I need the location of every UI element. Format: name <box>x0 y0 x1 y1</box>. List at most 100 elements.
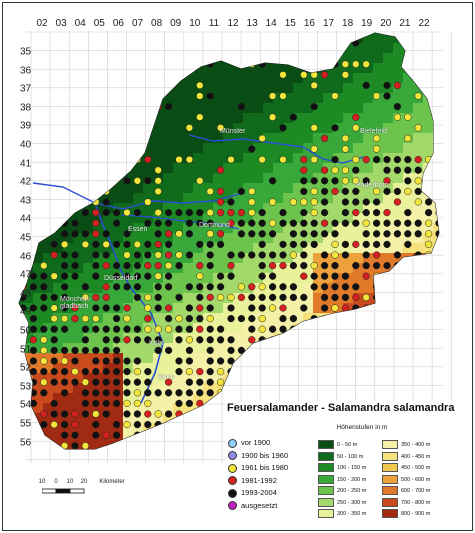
legend-dot-icon <box>228 488 237 498</box>
column-label: 11 <box>208 18 220 29</box>
column-label: 22 <box>418 18 430 29</box>
elevation-title: Höhenstufen in m <box>336 424 388 431</box>
column-label: 21 <box>399 18 411 29</box>
elevation-item: 800 - 900 m <box>382 509 430 518</box>
legend-title: Feuersalamander - Salamandra salamandra <box>227 402 455 414</box>
column-label: 18 <box>342 18 354 29</box>
legend-item: 1961 bis 1980 <box>228 463 288 473</box>
row-label: 51 <box>20 344 32 356</box>
column-label: 05 <box>93 18 105 29</box>
row-label: 54 <box>20 399 32 411</box>
city-label: Münster <box>220 128 246 135</box>
legend-label: 1981-1992 <box>241 475 277 485</box>
elevation-item: 50 - 100 m <box>318 451 363 461</box>
city-label: Dortmund <box>199 222 230 229</box>
scale-unit-label: Kilometer <box>99 479 125 485</box>
elevation-swatch <box>382 486 398 495</box>
distribution-map <box>18 31 471 529</box>
scale-tick-label: 10 <box>66 479 74 485</box>
column-label: 13 <box>246 18 258 29</box>
column-label: 19 <box>361 18 373 29</box>
row-label: 38 <box>20 102 32 114</box>
row-label: 39 <box>20 120 32 132</box>
legend-dot-icon <box>228 438 237 448</box>
elevation-item: 0 - 50 m <box>318 440 357 449</box>
elevation-item: 400 - 450 m <box>382 451 431 461</box>
column-label: 06 <box>112 18 124 29</box>
row-label: 56 <box>20 437 32 449</box>
elevation-item: 250 - 300 m <box>318 497 367 507</box>
row-label: 48 <box>20 288 32 300</box>
legend-label: vor 1900 <box>241 438 271 447</box>
column-label: 20 <box>380 18 392 29</box>
row-label: 49 <box>20 306 32 318</box>
city-label: Köln <box>149 340 164 347</box>
scale-bar <box>42 488 85 494</box>
elevation-swatch <box>382 509 398 518</box>
column-label: 09 <box>170 18 182 29</box>
scale-tick-label: 20 <box>80 479 88 485</box>
legend-dot-icon <box>228 463 237 473</box>
row-label: 46 <box>20 251 32 263</box>
legend-item: 1981-1992 <box>228 476 277 486</box>
elevation-item: 150 - 200 m <box>318 474 367 484</box>
legend-dot-icon <box>228 451 237 461</box>
city-label: Mönchen-gladbach <box>60 296 92 310</box>
row-label: 41 <box>20 158 32 170</box>
elevation-swatch <box>382 440 398 449</box>
legend-panel <box>225 401 471 529</box>
column-label: 17 <box>322 18 335 29</box>
column-label: 15 <box>284 18 296 29</box>
elevation-label: 150 - 200 m <box>337 476 367 483</box>
column-label: 03 <box>55 18 67 29</box>
elevation-label: 100 - 150 m <box>337 464 367 471</box>
column-label: 04 <box>74 18 86 29</box>
elevation-swatch <box>318 486 334 495</box>
city-label: Paderborn <box>356 182 389 189</box>
elevation-swatch <box>318 509 334 518</box>
elevation-item: 350 - 400 m <box>382 440 430 449</box>
column-label: 12 <box>227 18 239 29</box>
row-label: 40 <box>20 139 32 151</box>
row-label: 47 <box>20 269 32 281</box>
row-label: 43 <box>20 195 32 207</box>
row-label: 42 <box>20 176 32 188</box>
legend-label: ausgesetzt <box>241 500 278 510</box>
legend-item: ausgesetzt <box>228 501 277 511</box>
legend-item: vor 1900 <box>228 438 270 448</box>
row-label: 55 <box>20 418 32 430</box>
elevation-swatch <box>382 474 398 484</box>
row-label: 53 <box>20 381 32 393</box>
elevation-item: 600 - 700 m <box>382 486 430 495</box>
elevation-swatch <box>318 474 334 484</box>
row-label: 44 <box>20 213 32 225</box>
elevation-label: 450 - 500 m <box>401 464 431 471</box>
elevation-label: 0 - 50 m <box>337 441 358 448</box>
elevation-swatch <box>382 497 398 507</box>
row-label: 35 <box>20 46 32 58</box>
elevation-label: 500 - 600 m <box>401 476 431 483</box>
elevation-label: 350 - 400 m <box>401 441 431 448</box>
elevation-label: 800 - 900 m <box>401 510 431 517</box>
city-label: Essen <box>128 226 148 233</box>
column-label: 16 <box>303 18 315 29</box>
column-label: 02 <box>36 18 48 29</box>
legend-label: 1961 bis 1980 <box>241 463 289 472</box>
legend-dot-icon <box>228 501 237 511</box>
row-label: 45 <box>20 232 32 244</box>
column-label: 14 <box>265 18 277 29</box>
elevation-swatch <box>382 451 398 461</box>
elevation-swatch <box>318 463 334 472</box>
column-label: 08 <box>151 18 163 29</box>
legend-label: 1900 bis 1960 <box>241 450 289 460</box>
elevation-label: 300 - 350 m <box>337 510 367 517</box>
city-label: Bonn <box>158 374 175 381</box>
elevation-swatch <box>318 497 334 507</box>
elevation-label: 600 - 700 m <box>401 487 431 494</box>
row-label: 36 <box>20 65 32 77</box>
elevation-item: 300 - 350 m <box>318 509 366 518</box>
elevation-label: 250 - 300 m <box>337 499 367 506</box>
elevation-item: 100 - 150 m <box>318 463 366 472</box>
elevation-label: 400 - 450 m <box>401 453 431 460</box>
row-label: 52 <box>20 362 32 374</box>
